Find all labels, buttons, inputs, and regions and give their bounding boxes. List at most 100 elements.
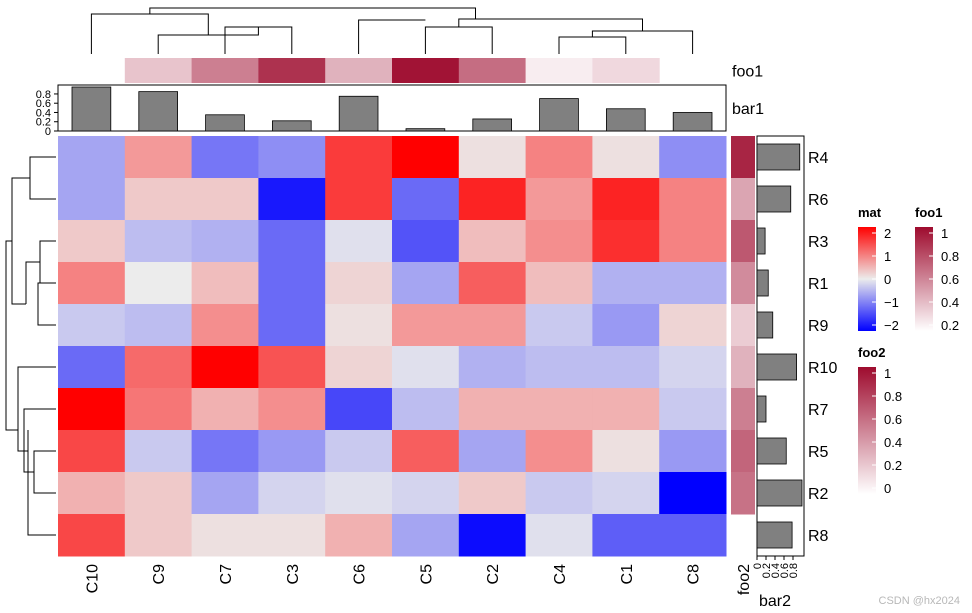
heatmap-cell — [58, 262, 126, 305]
heatmap-cell — [124, 220, 193, 263]
heatmap-cell — [458, 136, 527, 179]
foo1-legend-tick-label: 1 — [941, 226, 948, 241]
bar2-bar — [756, 227, 766, 255]
row-label: R2 — [808, 486, 829, 503]
foo1-legend-tick-label: 0.4 — [941, 295, 959, 310]
heatmap-cell — [58, 472, 126, 515]
heatmap-cell — [659, 262, 727, 305]
heatmap-cell — [191, 472, 259, 515]
foo1-cell — [325, 58, 393, 83]
heatmap-cell — [58, 220, 126, 263]
heatmap-cell — [592, 304, 660, 347]
heatmap-cell — [592, 430, 660, 473]
heatmap-cell — [525, 136, 593, 179]
column-dendrogram-branch — [458, 18, 643, 31]
bar1-bar — [539, 98, 579, 132]
column-dendrogram-branch — [424, 26, 493, 54]
row-label: R1 — [808, 276, 829, 293]
heatmap-cell — [191, 514, 259, 557]
foo2-cell — [731, 472, 755, 515]
heatmap-cell — [592, 472, 660, 515]
heatmap-cell — [325, 136, 393, 179]
heatmap-cell — [659, 220, 727, 263]
heatmap-cell — [258, 388, 326, 431]
foo1-legend-colorbar — [915, 227, 933, 331]
row-dendrogram-branch — [33, 450, 56, 494]
row-label: R10 — [808, 360, 837, 377]
heatmap-cell — [392, 262, 460, 305]
heatmap-cell — [659, 136, 727, 179]
heatmap-cell — [525, 472, 593, 515]
heatmap-cell — [325, 178, 393, 221]
bar2-bar — [756, 479, 803, 507]
heatmap-cell — [58, 388, 126, 431]
bar2-tick-label: 0.8 — [788, 563, 800, 578]
heatmap-cell — [525, 304, 593, 347]
heatmap-cell — [458, 430, 527, 473]
foo2-legend-tick-label: 1 — [884, 366, 891, 381]
heatmap-cell — [659, 178, 727, 221]
heatmap-cell — [191, 178, 259, 221]
heatmap-cell — [392, 136, 460, 179]
bar1-bar — [472, 118, 512, 132]
bar2-tick-label: 0.4 — [770, 563, 782, 578]
heatmap-cell — [325, 220, 393, 263]
foo2-cell — [731, 136, 755, 179]
column-label: C8 — [686, 564, 703, 585]
foo1-cell — [392, 58, 460, 83]
heatmap-cell — [659, 430, 727, 473]
bar1-bar — [606, 108, 646, 132]
bar1-bar — [71, 86, 112, 132]
row-dendrogram-branch — [37, 282, 56, 326]
foo2-legend-tick-label: 0.4 — [884, 435, 902, 450]
bar2-bar — [756, 521, 793, 549]
heatmap-cell — [525, 220, 593, 263]
heatmap-cell — [392, 304, 460, 347]
column-label: C7 — [218, 564, 235, 585]
heatmap-cell — [191, 430, 259, 473]
heatmap-cell — [458, 346, 527, 389]
heatmap-cell — [191, 388, 259, 431]
foo1-legend-title: foo1 — [915, 205, 942, 220]
heatmap-cell — [258, 220, 326, 263]
foo1-cell — [191, 58, 259, 83]
heatmap-cell — [592, 220, 660, 263]
heatmap-cell — [325, 346, 393, 389]
column-dendrogram-branch — [149, 7, 476, 19]
heatmap-cell — [525, 178, 593, 221]
foo1-legend-tick-label: 0.8 — [941, 249, 959, 264]
heatmap-cell — [58, 430, 126, 473]
row-dendrogram-branch — [39, 240, 56, 284]
row-label: R9 — [808, 318, 829, 335]
row-dendrogram-branch — [25, 261, 40, 304]
column-dendrogram-branch — [591, 30, 694, 54]
foo2-cell — [731, 346, 755, 389]
heatmap-cell — [58, 514, 126, 557]
heatmap-cell — [325, 430, 393, 473]
heatmap-cell — [458, 220, 527, 263]
heatmap-cell — [258, 178, 326, 221]
heatmap-cell — [592, 178, 660, 221]
heatmap-cell — [258, 346, 326, 389]
heatmap-cell — [258, 136, 326, 179]
row-dendrogram-branch — [11, 177, 30, 305]
bar1-bar — [405, 128, 446, 132]
row-dendrogram-branch — [17, 366, 56, 452]
heatmap-cell — [191, 220, 259, 263]
foo1-cell — [124, 58, 193, 83]
foo1-legend-tick-label: 0.6 — [941, 272, 959, 287]
bar1-tick-label: 0.4 — [36, 107, 51, 119]
foo2-label: foo2 — [736, 564, 753, 595]
heatmap-cell — [525, 346, 593, 389]
column-label: C10 — [84, 564, 101, 593]
bar1-bar — [271, 120, 312, 132]
bar2-tick-label: 0 — [752, 563, 764, 569]
bar2-bar — [756, 437, 787, 465]
heatmap-cell — [592, 388, 660, 431]
row-label: R3 — [808, 234, 829, 251]
heatmap-cell — [325, 262, 393, 305]
bar1-label: bar1 — [732, 101, 764, 118]
heatmap-cell — [392, 346, 460, 389]
foo1-cell — [592, 58, 660, 83]
row-dendrogram-branch — [27, 430, 56, 536]
